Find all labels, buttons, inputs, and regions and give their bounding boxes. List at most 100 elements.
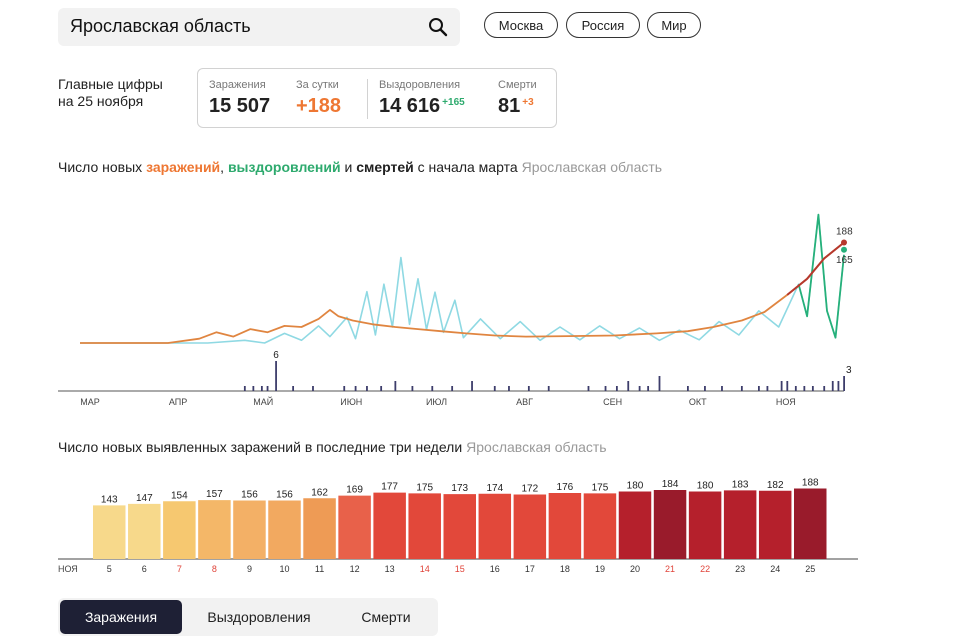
stat-recovered-value-row: 14 616 +165 bbox=[379, 95, 465, 118]
deaths-bar bbox=[275, 361, 277, 391]
bar-value-label: 182 bbox=[767, 480, 784, 491]
bar bbox=[653, 490, 687, 559]
deaths-bar bbox=[831, 381, 834, 391]
region-pill-moscow[interactable]: Москва bbox=[484, 12, 558, 38]
tab-deaths[interactable]: Смерти bbox=[361, 609, 411, 625]
bar-day-label: 14 bbox=[420, 564, 430, 574]
search-input[interactable]: Ярославская область bbox=[58, 8, 460, 46]
deaths-bar bbox=[837, 381, 840, 391]
bar-value-label: 147 bbox=[136, 493, 153, 504]
deaths-bar bbox=[266, 386, 269, 391]
bar bbox=[233, 500, 266, 559]
chart1-title-comma: , bbox=[220, 159, 228, 175]
cases-timeline-chart: 188 165 6 3 МАР АПР МАЙ ИЮН ИЮЛ АВГ СЕН ОКТ НОЯ bbox=[58, 213, 853, 407]
month-tick-label: МАЙ bbox=[253, 396, 273, 407]
stat-recovered-label: Выздоровления bbox=[379, 79, 461, 91]
bar-day-label: 23 bbox=[735, 564, 745, 574]
bar-day-label: 7 bbox=[177, 564, 182, 574]
tab-infections[interactable]: Заражения bbox=[60, 600, 182, 634]
bar bbox=[583, 493, 617, 559]
bar-value-label: 156 bbox=[241, 490, 258, 501]
chart1-title-recoveries: выздоровлений bbox=[227, 159, 341, 175]
bar-value-label: 188 bbox=[802, 478, 819, 489]
chart2-title-region: Ярославская область bbox=[466, 439, 607, 455]
recoveries-end-label: 165 bbox=[836, 255, 853, 266]
deaths-bar bbox=[811, 386, 814, 391]
chart1-title-infections: заражений bbox=[146, 159, 221, 175]
bar-day-label: 21 bbox=[665, 564, 675, 574]
bar-value-label: 175 bbox=[416, 482, 433, 493]
deaths-bar bbox=[312, 386, 314, 391]
deaths-bar bbox=[354, 386, 357, 391]
tab-recoveries[interactable]: Выздоровления bbox=[207, 609, 311, 625]
deaths-bar bbox=[794, 386, 797, 391]
deaths-bar bbox=[411, 386, 414, 391]
infections-recent-line bbox=[786, 241, 845, 296]
bar bbox=[163, 501, 196, 559]
bar bbox=[478, 493, 512, 559]
region-pill-world[interactable]: Мир bbox=[647, 12, 701, 38]
deaths-bar bbox=[647, 386, 650, 391]
bar bbox=[268, 500, 301, 559]
bar-value-label: 162 bbox=[311, 487, 328, 498]
chart1-title-deaths: смертей bbox=[356, 159, 414, 175]
stat-deaths-delta: +3 bbox=[522, 97, 534, 108]
month-tick-label: ИЮЛ bbox=[426, 397, 447, 407]
deaths-bar bbox=[658, 376, 661, 391]
bar-day-label: 16 bbox=[490, 564, 500, 574]
main-figures-date: на 25 ноября bbox=[58, 93, 144, 109]
infections-line bbox=[80, 241, 845, 344]
bar bbox=[338, 495, 371, 559]
chart1-title-region: Ярославская область bbox=[521, 159, 663, 175]
bar-value-label: 143 bbox=[101, 494, 118, 505]
deaths-bar bbox=[803, 386, 806, 391]
stat-recovered: Выздоровления 14 616 +165 bbox=[379, 79, 465, 118]
month-tick-label: МАР bbox=[80, 397, 100, 407]
bar bbox=[794, 488, 827, 559]
bar-day-label: 8 bbox=[212, 564, 217, 574]
bar-day-label: 24 bbox=[770, 564, 780, 574]
deaths-bar bbox=[527, 386, 530, 391]
search-value: Ярославская область bbox=[70, 16, 251, 36]
chart2-title-text: Число новых выявленных заражений в после… bbox=[58, 439, 463, 455]
bar-day-label: 6 bbox=[142, 564, 147, 574]
stats-divider bbox=[367, 79, 368, 119]
deaths-bar bbox=[431, 386, 434, 391]
stat-day-value: +188 bbox=[296, 95, 342, 117]
deaths-bar bbox=[508, 386, 510, 391]
region-pill-russia[interactable]: Россия bbox=[566, 12, 640, 38]
bar-value-label: 180 bbox=[697, 481, 714, 492]
bar-day-label: 12 bbox=[350, 564, 360, 574]
bar-day-label: 9 bbox=[247, 564, 252, 574]
month-tick-label: АВГ bbox=[516, 397, 533, 407]
deaths-bar bbox=[740, 386, 743, 391]
bar bbox=[408, 493, 441, 559]
bar-day-label: 19 bbox=[595, 564, 605, 574]
deaths-bar bbox=[380, 386, 383, 391]
bar-value-label: 157 bbox=[206, 489, 223, 500]
stat-recovered-value: 14 616 bbox=[379, 95, 441, 117]
recoveries-end-point bbox=[841, 246, 847, 253]
deaths-bar bbox=[493, 386, 496, 391]
infections-end-point bbox=[841, 239, 847, 246]
chart1-title: Число новых заражений, выздоровлений и с… bbox=[58, 159, 662, 175]
deaths-bar bbox=[823, 386, 826, 391]
month-tick-label: НОЯ bbox=[776, 397, 796, 407]
stat-deaths-value-row: 81 +3 bbox=[498, 95, 537, 118]
deaths-bar bbox=[757, 386, 760, 391]
bar-value-label: 169 bbox=[346, 485, 363, 496]
bar-value-label: 154 bbox=[171, 490, 188, 501]
bar-day-label: 25 bbox=[805, 564, 815, 574]
search-icon[interactable] bbox=[428, 17, 448, 37]
bar bbox=[513, 494, 547, 559]
deaths-max-label: 6 bbox=[273, 350, 279, 361]
chart1-title-and: и bbox=[340, 159, 357, 175]
month-tick-label: АПР bbox=[169, 397, 187, 407]
deaths-bar bbox=[843, 376, 845, 391]
bar-value-label: 156 bbox=[276, 490, 293, 501]
deaths-bar bbox=[587, 386, 590, 391]
deaths-bar bbox=[394, 381, 397, 391]
deaths-bar bbox=[252, 386, 255, 391]
bar bbox=[373, 492, 406, 559]
bar-value-label: 184 bbox=[662, 479, 679, 490]
